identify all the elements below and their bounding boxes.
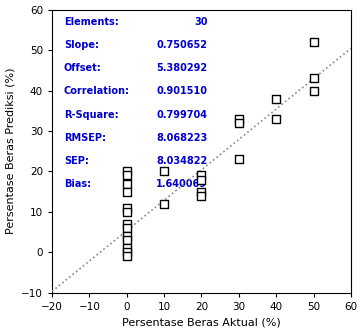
- Point: [161, 201, 167, 206]
- X-axis label: Persentase Beras Aktual (%): Persentase Beras Aktual (%): [122, 317, 281, 327]
- Text: Bias:: Bias:: [64, 179, 91, 189]
- Point: [199, 189, 204, 194]
- Point: [124, 246, 130, 251]
- Y-axis label: Persentase Beras Prediksi (%): Persentase Beras Prediksi (%): [5, 68, 16, 234]
- Text: Correlation:: Correlation:: [64, 86, 130, 96]
- Point: [124, 205, 130, 210]
- Point: [124, 173, 130, 178]
- Text: 8.034822: 8.034822: [156, 156, 207, 166]
- Point: [199, 177, 204, 182]
- Point: [236, 116, 242, 122]
- Text: 1.640069: 1.640069: [156, 179, 207, 189]
- Text: 30: 30: [194, 17, 207, 27]
- Point: [124, 189, 130, 194]
- Text: 0.901510: 0.901510: [156, 86, 207, 96]
- Point: [161, 169, 167, 174]
- Point: [273, 116, 279, 122]
- Text: 5.380292: 5.380292: [156, 63, 207, 73]
- Point: [124, 225, 130, 231]
- Point: [311, 88, 317, 93]
- Text: R-Square:: R-Square:: [64, 110, 119, 120]
- Point: [124, 181, 130, 186]
- Point: [124, 209, 130, 214]
- Point: [124, 250, 130, 255]
- Point: [311, 76, 317, 81]
- Text: RMSEP:: RMSEP:: [64, 133, 106, 143]
- Text: 8.068223: 8.068223: [156, 133, 207, 143]
- Text: 0.750652: 0.750652: [156, 40, 207, 50]
- Point: [199, 193, 204, 198]
- Point: [236, 157, 242, 162]
- Point: [236, 120, 242, 126]
- Point: [124, 169, 130, 174]
- Point: [124, 221, 130, 227]
- Text: Elements:: Elements:: [64, 17, 119, 27]
- Text: Offset:: Offset:: [64, 63, 102, 73]
- Point: [124, 237, 130, 243]
- Point: [124, 233, 130, 239]
- Point: [311, 39, 317, 45]
- Point: [124, 254, 130, 259]
- Text: Slope:: Slope:: [64, 40, 99, 50]
- Text: SEP:: SEP:: [64, 156, 89, 166]
- Point: [273, 96, 279, 101]
- Text: 0.799704: 0.799704: [156, 110, 207, 120]
- Point: [199, 173, 204, 178]
